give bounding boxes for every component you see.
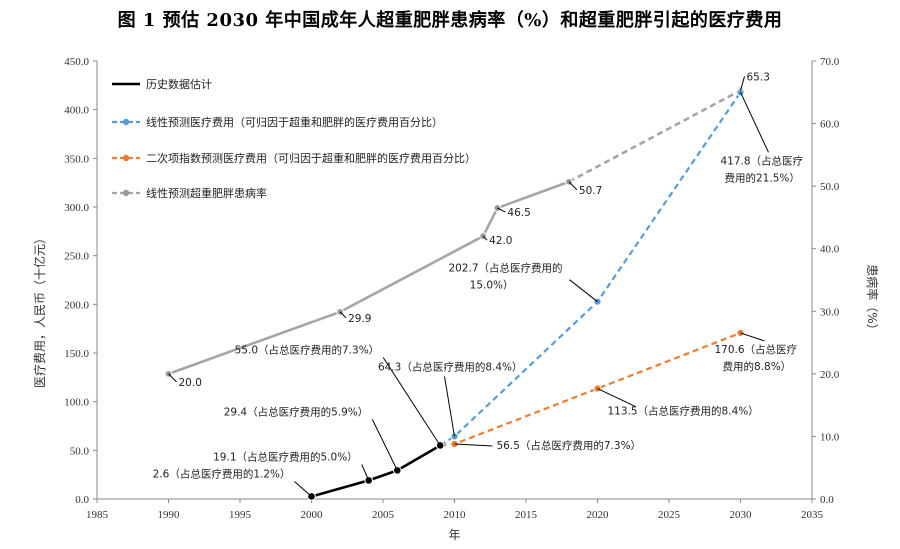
y-left-axis-title: 医疗费用，人民币（十亿元） — [32, 232, 47, 388]
legend-label: 历史数据估计 — [146, 77, 212, 91]
prevalence-label: 20.0 — [179, 377, 202, 389]
chart-title: 图 1 预估 2030 年中国成年人超重肥胖患病率（%）和超重肥胖引起的医疗费用 — [117, 10, 783, 31]
prevalence-label: 42.0 — [489, 235, 512, 247]
x-tick-label: 2010 — [444, 509, 467, 521]
leader-line — [740, 92, 769, 153]
x-tick-label: 1990 — [158, 509, 181, 521]
quadratic-cost-forecast-line — [440, 331, 741, 447]
historical-cost-point — [364, 476, 374, 485]
prevalence-label: 65.3 — [747, 71, 770, 83]
prevalence-label: 29.9 — [348, 313, 371, 325]
y-right-tick-label: 10.0 — [820, 431, 840, 443]
legend-label: 线性预测医疗费用（可归因于超重和肥胖的医疗费用百分比） — [146, 115, 443, 129]
y-right-tick-label: 30.0 — [820, 306, 840, 318]
x-tick-label: 1985 — [86, 509, 109, 521]
y-left-tick-label: 0.0 — [75, 494, 89, 506]
y-right-axis-title: 患病率（%） — [865, 264, 880, 335]
x-tick-label: 2005 — [372, 509, 395, 521]
x-tick-label: 2000 — [301, 509, 324, 521]
y-left-tick-label: 150.0 — [64, 348, 89, 360]
y-left-tick-label: 50.0 — [70, 445, 90, 457]
y-left-tick-label: 100.0 — [64, 397, 89, 409]
quadratic-cost-label: 170.6（占总医疗 — [715, 343, 798, 356]
historical-cost-label: 2.6（占总医疗费用的1.2%） — [153, 467, 291, 480]
y-left-tick-label: 300.0 — [64, 202, 89, 214]
y-left-tick-label: 400.0 — [64, 105, 89, 117]
y-right-tick-label: 50.0 — [820, 181, 840, 193]
leader-line — [339, 311, 347, 319]
legend-marker — [122, 189, 130, 197]
prevalence-label: 50.7 — [579, 185, 602, 197]
axes: 1985 1990 1995 2000 2005 2010 2015 2020 2025 2030… — [32, 56, 880, 542]
leader-line — [597, 388, 636, 407]
x-tick-label: 2035 — [801, 509, 824, 521]
y-left-tick-label: 350.0 — [64, 153, 89, 165]
data-labels: 20.0 29.9 42.0 46.5 50.7 65.3 2.6（占总医疗费用的1.2%）… — [153, 71, 804, 497]
prevalence-line-dashed — [568, 89, 742, 183]
leader-line — [482, 235, 488, 241]
quadratic-cost-label: 费用的8.8%） — [723, 360, 792, 373]
y-left-tick-label: 250.0 — [64, 251, 89, 263]
quadratic-cost-label: 56.5（占总医疗费用的7.3%） — [497, 439, 642, 452]
x-tick-label: 2025 — [658, 509, 681, 521]
linear-cost-label: 64.3（占总医疗费用的8.4%） — [378, 360, 523, 373]
x-tick-label: 2015 — [515, 509, 538, 521]
y-right-tick-label: 20.0 — [820, 369, 840, 381]
legend-label: 线性预测超重肥胖患病率 — [146, 186, 267, 200]
y-left-tick-label: 450.0 — [64, 56, 89, 68]
linear-cost-label: 15.0%） — [470, 280, 514, 292]
leader-line — [168, 373, 177, 383]
leader-line — [497, 207, 506, 213]
leader-line — [568, 181, 578, 191]
leader-line — [569, 279, 598, 303]
linear-cost-forecast-line — [439, 91, 742, 447]
legend-marker — [122, 118, 130, 126]
historical-cost-label: 55.0（占总医疗费用的7.3%） — [235, 343, 380, 356]
historical-cost-line — [311, 444, 441, 498]
leader-line — [444, 376, 455, 437]
y-right-tick-label: 40.0 — [820, 244, 840, 256]
x-tick-label: 2020 — [587, 509, 610, 521]
leader-line — [740, 76, 745, 91]
linear-cost-label: 费用的21.5%） — [725, 171, 800, 184]
linear-cost-label: 417.8（占总医疗 — [721, 154, 804, 167]
leader-line — [382, 357, 441, 446]
y-left-tick-label: 200.0 — [64, 299, 89, 311]
legend-label: 二次项指数预测医疗费用（可归因于超重和肥胖的医疗费用百分比） — [146, 151, 476, 165]
leader-line — [454, 443, 493, 447]
historical-cost-label: 19.1（占总医疗费用的5.0%） — [213, 450, 358, 463]
y-right-tick-label: 70.0 — [820, 56, 840, 68]
historical-cost-point — [393, 466, 402, 475]
x-tick-label: 1995 — [229, 509, 252, 521]
y-right-tick-label: 0.0 — [820, 494, 834, 506]
leader-line — [371, 419, 398, 471]
y-right-tick-label: 60.0 — [820, 119, 840, 131]
prevalence-label: 46.5 — [507, 207, 530, 219]
leader-line — [294, 481, 312, 497]
x-axis-title: 年 — [448, 528, 460, 542]
leader-line — [740, 332, 765, 342]
series-layer — [164, 86, 745, 501]
historical-cost-label: 29.4（占总医疗费用的5.9%） — [224, 405, 369, 418]
quadratic-cost-label: 113.5（占总医疗费用的8.4%） — [608, 405, 759, 418]
leader-line — [361, 464, 370, 481]
x-tick-label: 2030 — [730, 509, 753, 521]
linear-cost-label: 202.7（占总医疗费用的 — [448, 262, 562, 275]
legend-marker — [122, 154, 130, 162]
